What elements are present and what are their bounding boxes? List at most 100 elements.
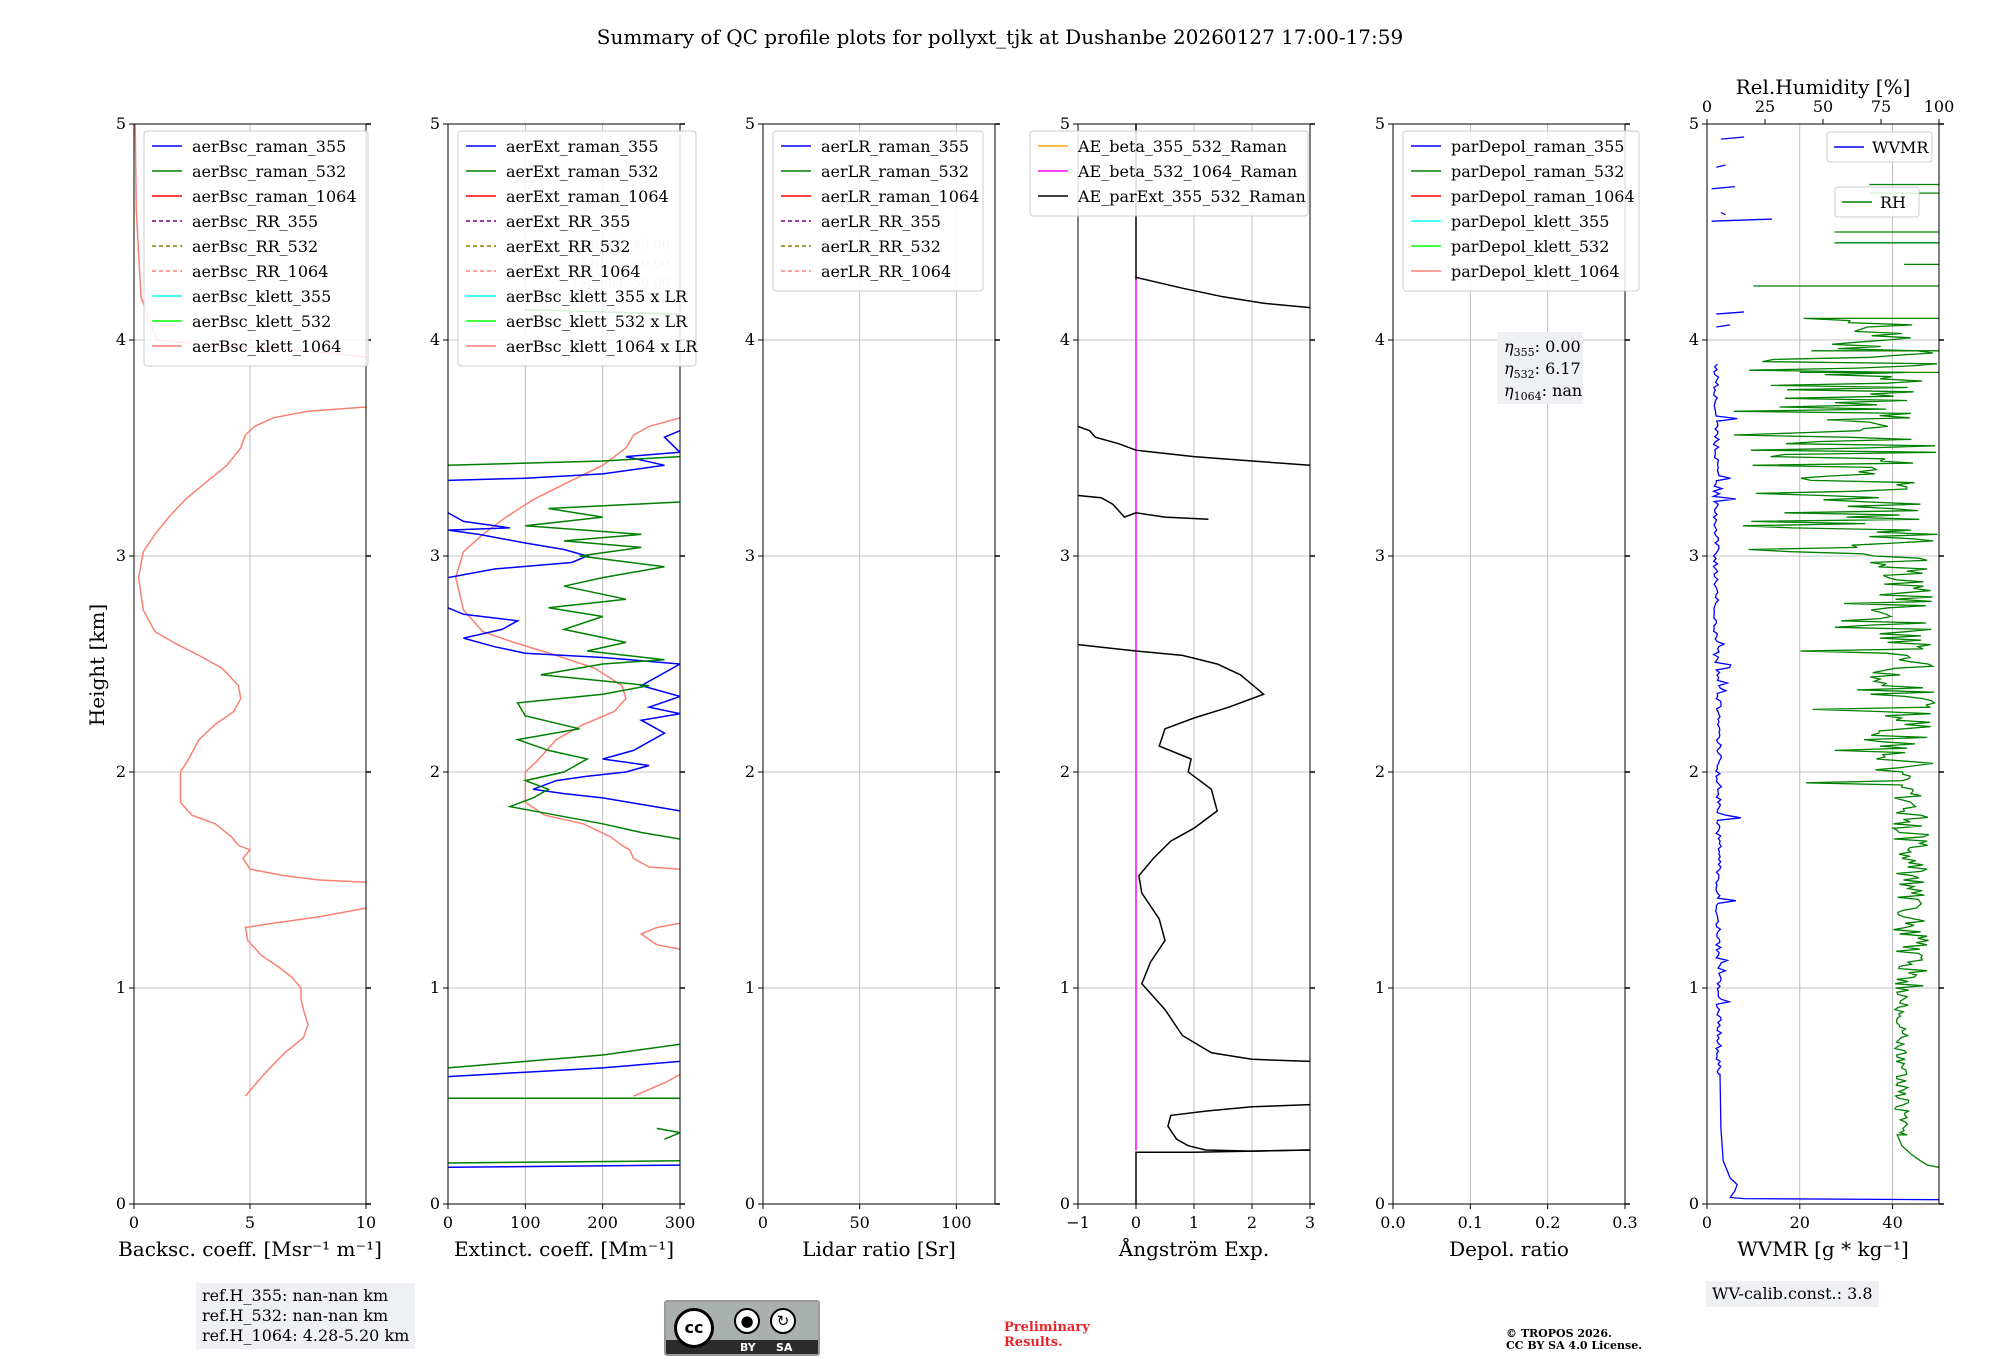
legend: aerExt_raman_355 aerExt_raman_532 aerExt_r… [457,130,698,367]
series-aerExt_raman_532-e [448,455,680,467]
legend-label: RH [1880,193,1906,212]
legend-label: aerBsc_RR_532 [192,237,318,256]
eta-line: η355: 0.00 [1504,337,1581,359]
legend-frame [1826,131,1933,163]
legend-label: AE_beta_532_1064_Raman [1077,162,1297,181]
legend-label: aerLR_RR_532 [821,237,941,256]
wv-calib-box: WV-calib.const.: 3.8 [1706,1281,1879,1307]
axes-frame [762,123,996,1205]
x-tick-label: 40 [1882,1213,1902,1232]
legend-label: aerBsc_klett_1064 x LR [506,337,698,356]
x-tick-label: 300 [665,1213,696,1232]
x-tick-label: 5 [245,1213,255,1232]
y-tick-label: 3 [745,546,755,565]
y-tick-label: 5 [745,114,755,133]
series-aerExt_raman_355-e [448,430,680,482]
series-AE_parExt-c [1078,643,1310,1063]
x-tick-label: −1 [1066,1213,1090,1232]
y-tick-label: 4 [745,330,755,349]
legend-label: aerLR_raman_1064 [821,187,979,206]
y-tick-label: 5 [1060,114,1070,133]
legend-label: aerBsc_raman_1064 [192,187,357,206]
legend-frame [1834,186,1920,218]
legend-label: parDepol_klett_532 [1451,237,1609,256]
eta-line: η1064: nan [1504,381,1582,403]
reference-height-box: ref.H_355: nan-nan km ref.H_532: nan-nan… [196,1283,416,1349]
x-tick-label: 0 [443,1213,453,1232]
legend-label: parDepol_klett_355 [1451,212,1609,231]
x-tick-label: 100 [941,1213,972,1232]
y-tick-label: 4 [430,330,440,349]
y-tick-label: 3 [1060,546,1070,565]
top-tick-label: 75 [1871,97,1891,116]
x-tick-label: 0 [758,1213,768,1232]
y-tick-label: 0 [1375,1194,1385,1213]
top-axis-label: Rel.Humidity [%] [1736,75,1911,99]
x-axis-label: Extinct. coeff. [Mm⁻¹] [454,1237,674,1261]
x-tick-label: 20 [1790,1213,1810,1232]
series-aerBsc_klett_1064-x-LR [633,1073,680,1097]
y-tick-label: 3 [1689,546,1699,565]
legend-wvmr: WVMR [1826,131,1933,163]
legend-label: aerBsc_RR_1064 [192,262,328,281]
y-tick-label: 5 [1689,114,1699,133]
legend-rh: RH [1834,186,1920,218]
y-tick-label: 4 [116,330,126,349]
legend-label: parDepol_raman_532 [1451,162,1624,181]
legend-label: aerExt_RR_532 [506,237,630,256]
series-RH [1733,317,1939,1168]
y-tick-label: 2 [116,762,126,781]
data-layer [448,309,680,1169]
y-tick-label: 5 [1375,114,1385,133]
series-WVMR-fragment [1711,185,1735,190]
series-aerExt_raman_532-c [448,1043,680,1069]
x-tick-label: 0 [1131,1213,1141,1232]
top-tick-label: 25 [1755,97,1775,116]
series-WVMR-fragment [1716,311,1745,315]
series-AE_parExt-b [1167,1103,1310,1152]
y-tick-label: 0 [1689,1194,1699,1213]
x-tick-label: 0.2 [1535,1213,1560,1232]
series-aerExt_raman_532-d [507,501,680,840]
y-tick-label: 0 [745,1194,755,1213]
series-aerBsc_klett_1064_b [137,406,366,883]
y-tick-label: 1 [1375,978,1385,997]
top-tick-label: 0 [1702,97,1712,116]
eta-background [1497,332,1583,404]
legend-label: aerBsc_klett_1064 [192,337,341,356]
cc-icon: cc [674,1308,714,1348]
series-WVMR-fragment [1720,211,1726,216]
x-axis-label: Lidar ratio [Sr] [802,1237,956,1261]
panel-backscatter: 0 1 2 3 4 5 0 5 10 Backsc. coeff. [Msr⁻¹ m⁻¹] aerB… [116,114,382,1261]
copyright-note: © TROPOS 2026. CC BY SA 4.0 License. [1506,1327,1643,1352]
series-aerBsc_klett_1064 [244,907,366,1097]
legend-label: aerLR_raman_355 [821,137,969,156]
y-tick-label: 4 [1375,330,1385,349]
y-tick-label: 5 [116,114,126,133]
y-axis-label: Height [km] [85,604,109,726]
legend-label: parDepol_raman_1064 [1451,187,1635,206]
x-tick-label: 0 [1702,1213,1712,1232]
panel-depol: 0 1 2 3 4 5 0.0 0.1 0.2 0.3 Depol. ratio parDepol_r… [1375,114,1640,1261]
legend-frame [1402,130,1640,292]
legend-label: aerBsc_klett_532 [192,312,331,331]
y-tick-label: 1 [1689,978,1699,997]
ref-h-355: ref.H_355: nan-nan km [202,1286,389,1305]
x-tick-label: 200 [587,1213,618,1232]
y-tick-label: 3 [116,546,126,565]
by-person-icon: ● [734,1308,760,1334]
preliminary-note: Preliminary Results. [1004,1320,1090,1350]
legend-label: AE_beta_355_532_Raman [1077,137,1287,156]
y-tick-label: 0 [430,1194,440,1213]
series-AE_parExt-a [1135,1149,1310,1204]
x-tick-label: 0.3 [1612,1213,1637,1232]
legend-label: aerBsc_raman_532 [192,162,346,181]
series-WVMR-fragment [1716,164,1726,168]
series-WVMR [1711,363,1939,1201]
series-aerExt_raman_532-g [656,1127,680,1140]
legend-frame [143,130,369,367]
legend-label: aerBsc_raman_355 [192,137,346,156]
legend-label: aerLR_RR_1064 [821,262,951,281]
